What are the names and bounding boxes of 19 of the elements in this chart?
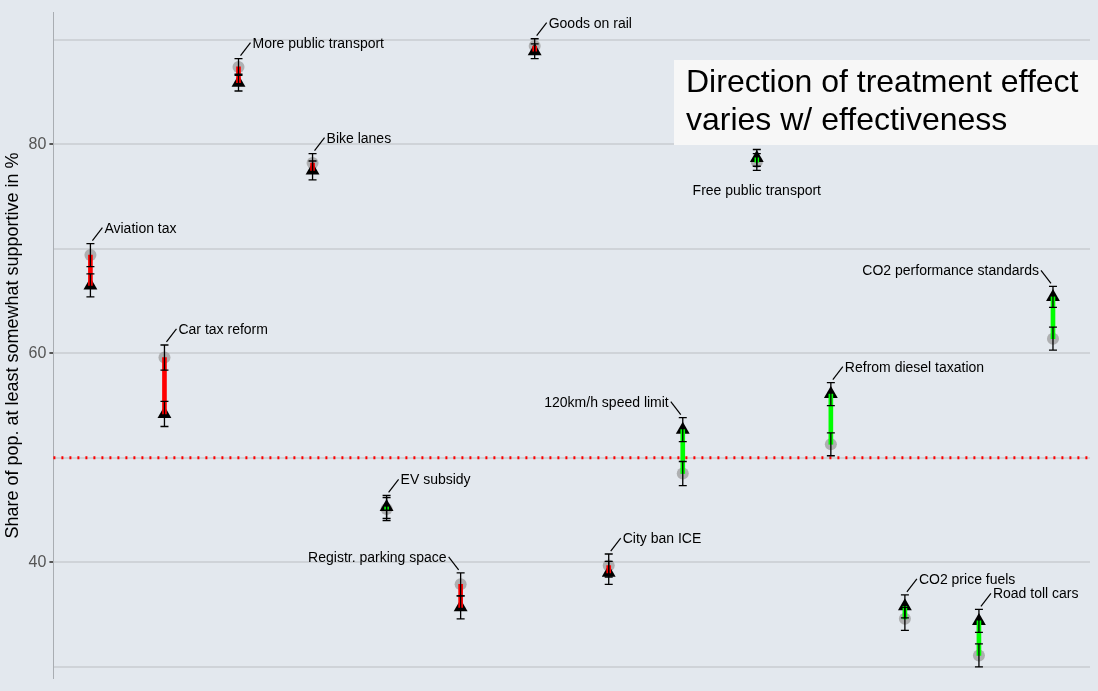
annotation: Aviation tax <box>104 219 177 236</box>
y-tick-label: 40 <box>28 552 47 570</box>
y-tick-label: 60 <box>28 343 47 361</box>
annotation: CO2 price fuels <box>918 570 1016 587</box>
annotation: Refrom diesel taxation <box>844 358 985 375</box>
annotation: Free public transport <box>692 182 822 199</box>
annotation: EV subsidy <box>400 471 471 488</box>
annotation: 120km/h speed limit <box>544 393 669 410</box>
annotation: Goods on rail <box>548 14 632 31</box>
annotation: Car tax reform <box>178 320 268 337</box>
annotation: Road toll cars <box>992 585 1079 602</box>
y-axis-title: Share of pop. at least somewhat supportive in % <box>1 152 22 539</box>
text: Direction of treatment effect varies w/ effectiveness <box>674 60 1098 145</box>
annotation: Bike lanes <box>326 129 392 146</box>
annotation: Registr. parking space <box>308 548 447 565</box>
annotation: City ban ICE <box>622 530 702 547</box>
annotation: More public transport <box>252 34 385 51</box>
y-tick-label: 80 <box>28 134 47 152</box>
annotation: CO2 performance standards <box>862 262 1039 279</box>
